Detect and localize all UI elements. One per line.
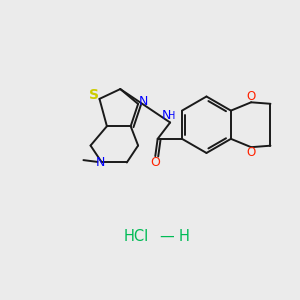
Text: H: H [179, 229, 190, 244]
Text: N: N [162, 110, 171, 122]
Text: S: S [89, 88, 99, 102]
Text: N: N [139, 95, 148, 108]
Text: H: H [168, 111, 175, 121]
Text: —: — [159, 229, 174, 244]
Text: O: O [247, 90, 256, 104]
Text: O: O [150, 155, 160, 169]
Text: O: O [247, 146, 256, 159]
Text: HCl: HCl [124, 229, 149, 244]
Text: N: N [96, 156, 105, 169]
